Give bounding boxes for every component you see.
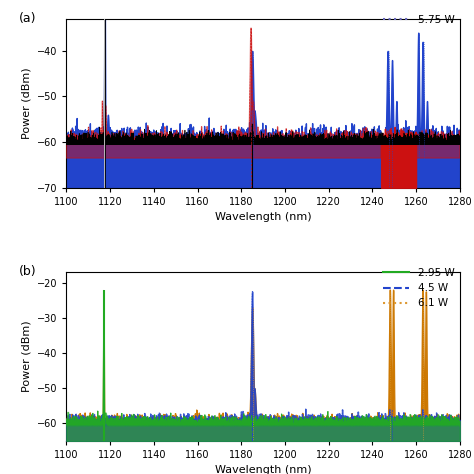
Text: (a): (a) [19,12,36,25]
Legend: 2.95 W, 4.5 W, 6.1 W: 2.95 W, 4.5 W, 6.1 W [379,264,458,312]
Legend: 5.75 W: 5.75 W [379,11,458,29]
X-axis label: Wavelength (nm): Wavelength (nm) [215,465,311,474]
Text: (b): (b) [19,265,37,278]
Y-axis label: Power (dBm): Power (dBm) [21,67,31,139]
X-axis label: Wavelength (nm): Wavelength (nm) [215,212,311,222]
Y-axis label: Power (dBm): Power (dBm) [21,320,31,392]
